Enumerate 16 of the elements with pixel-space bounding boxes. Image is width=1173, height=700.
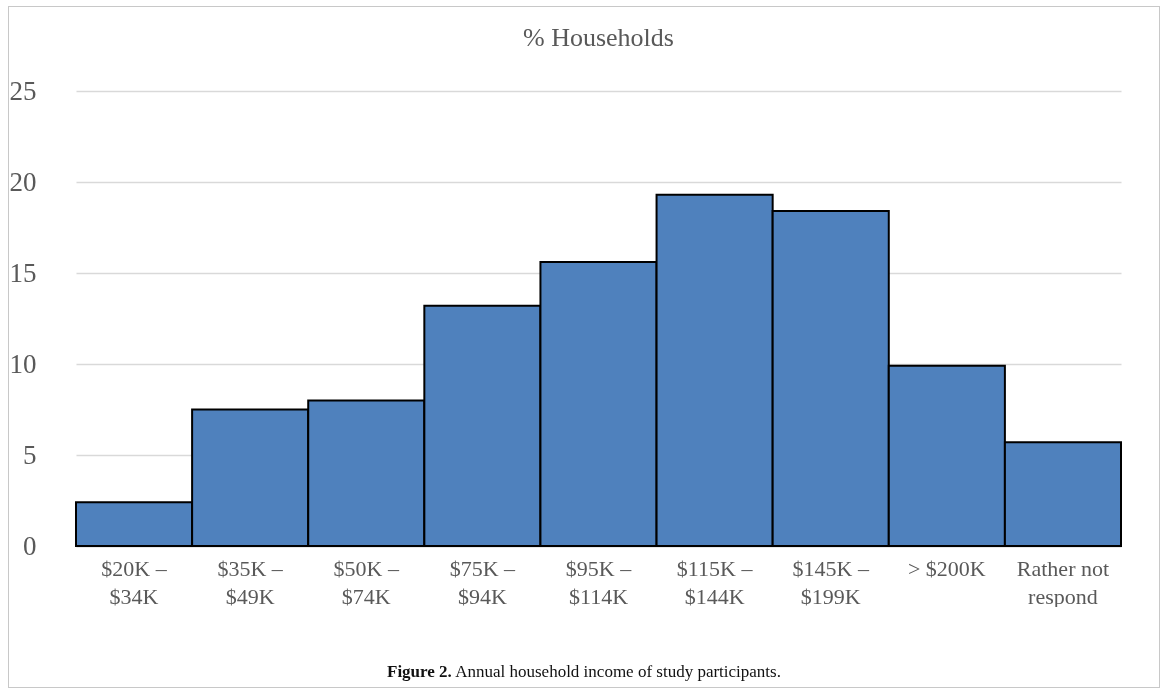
y-tick-label: 0 <box>23 530 37 561</box>
x-tick-label: $145K – $199K <box>792 555 870 609</box>
x-tick-label: $75K – $94K <box>449 555 517 609</box>
x-tick-label: $50K – $74K <box>333 555 400 609</box>
y-tick-label: 15 <box>9 257 37 288</box>
caption: Figure 2. Annual household income of study participants. <box>386 662 782 682</box>
chart-title: % Households <box>523 23 674 52</box>
x-tick-label: > $200K <box>907 555 986 581</box>
x-tick-label: $95K – $114K <box>565 555 633 609</box>
y-tick-label: 25 <box>9 75 37 106</box>
x-tick-label: $20K – $34K <box>101 555 168 609</box>
y-tick-label: 10 <box>9 348 37 379</box>
y-tick-label: 20 <box>9 166 37 197</box>
x-tick-label: $35K – $49K <box>217 555 284 609</box>
x-tick-label: $115K – $144K <box>676 555 754 609</box>
y-tick-label: 5 <box>23 439 37 470</box>
